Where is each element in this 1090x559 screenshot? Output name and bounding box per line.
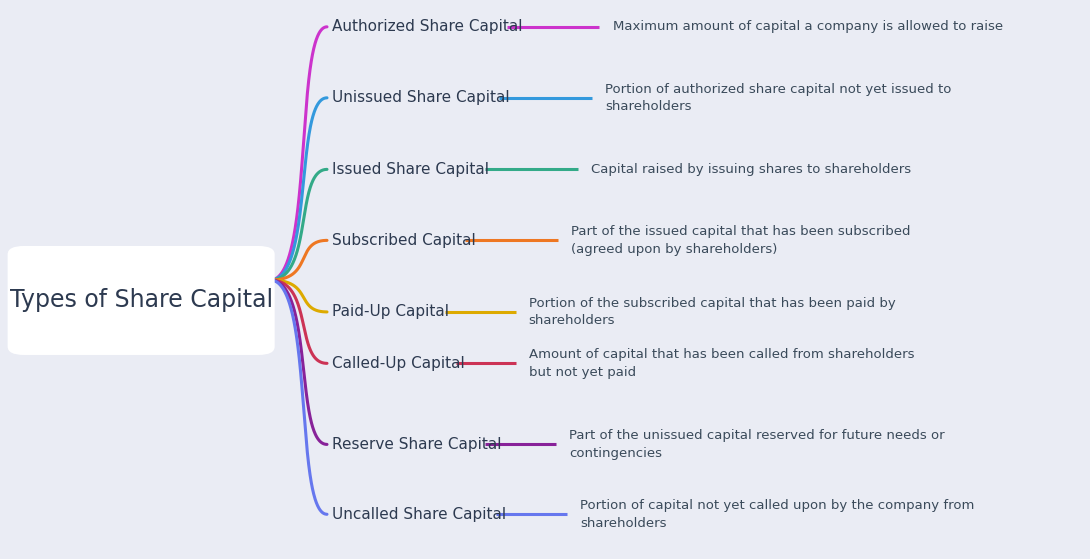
Text: Unissued Share Capital: Unissued Share Capital: [332, 91, 510, 105]
Text: Part of the unissued capital reserved for future needs or
contingencies: Part of the unissued capital reserved fo…: [569, 429, 945, 459]
Text: Amount of capital that has been called from shareholders
but not yet paid: Amount of capital that has been called f…: [529, 348, 915, 378]
Text: Portion of capital not yet called upon by the company from
shareholders: Portion of capital not yet called upon b…: [580, 499, 974, 529]
FancyBboxPatch shape: [8, 246, 275, 355]
Text: Capital raised by issuing shares to shareholders: Capital raised by issuing shares to shar…: [591, 163, 911, 176]
Text: Portion of authorized share capital not yet issued to
shareholders: Portion of authorized share capital not …: [605, 83, 952, 113]
Text: Portion of the subscribed capital that has been paid by
shareholders: Portion of the subscribed capital that h…: [529, 297, 895, 327]
Text: Uncalled Share Capital: Uncalled Share Capital: [332, 507, 507, 522]
Text: Paid-Up Capital: Paid-Up Capital: [332, 305, 449, 319]
Text: Called-Up Capital: Called-Up Capital: [332, 356, 465, 371]
Text: Reserve Share Capital: Reserve Share Capital: [332, 437, 502, 452]
Text: Maximum amount of capital a company is allowed to raise: Maximum amount of capital a company is a…: [613, 20, 1003, 34]
Text: Subscribed Capital: Subscribed Capital: [332, 233, 476, 248]
Text: Types of Share Capital: Types of Share Capital: [10, 288, 272, 312]
Text: Authorized Share Capital: Authorized Share Capital: [332, 20, 523, 34]
Text: Issued Share Capital: Issued Share Capital: [332, 162, 489, 177]
Text: Part of the issued capital that has been subscribed
(agreed upon by shareholders: Part of the issued capital that has been…: [571, 225, 910, 255]
